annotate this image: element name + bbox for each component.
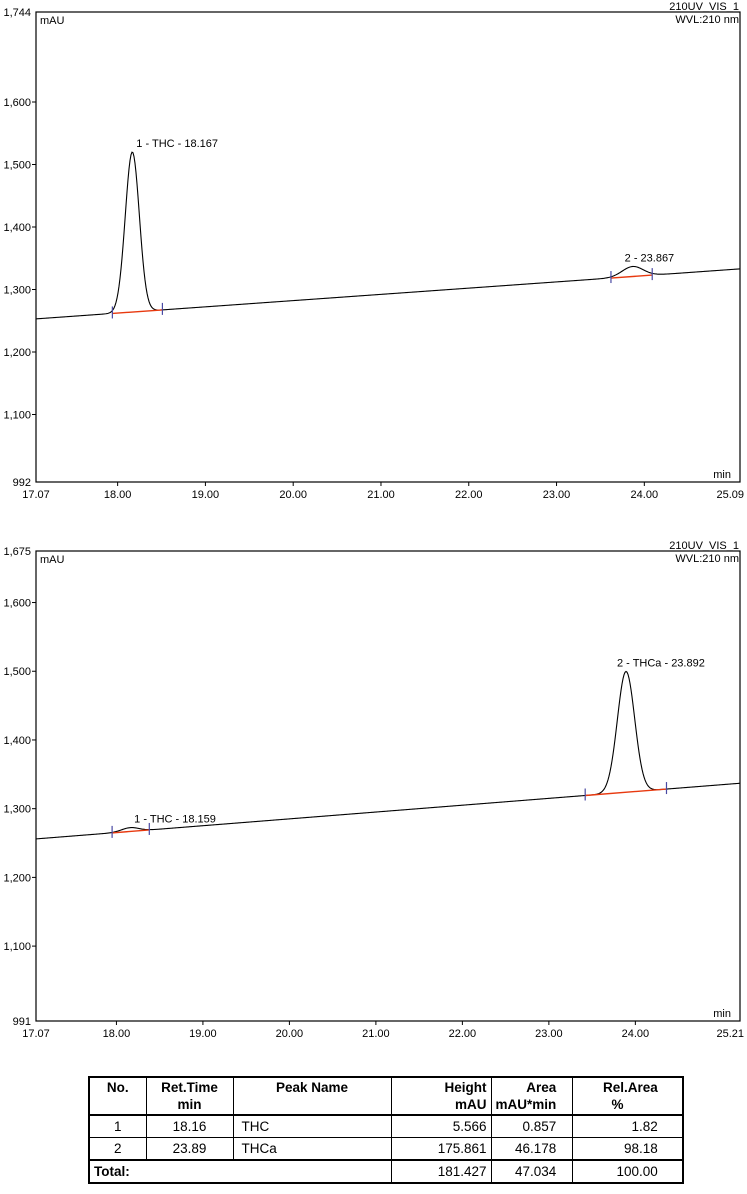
svg-text:1,744: 1,744: [3, 7, 31, 19]
column-header-relarea: Rel.Area: [572, 1077, 684, 1096]
svg-text:1,600: 1,600: [3, 97, 31, 109]
cell-no: 2: [88, 1137, 147, 1161]
cell-no: 1: [88, 1115, 147, 1138]
column-unit: mAU: [390, 1096, 492, 1116]
svg-text:1,300: 1,300: [3, 285, 31, 297]
column-unit: mAU*min: [490, 1096, 574, 1116]
svg-text:1,500: 1,500: [3, 666, 31, 678]
svg-text:23.00: 23.00: [535, 1028, 563, 1040]
peak-results-table: No. Ret.Time Peak Name Height Area Rel.A…: [88, 1076, 684, 1184]
cell-height: 5.566: [390, 1115, 492, 1138]
svg-text:1,400: 1,400: [3, 735, 31, 747]
column-header-no: No.: [88, 1077, 147, 1096]
cell-rettime: 18.16: [145, 1115, 234, 1138]
column-header-rettime: Ret.Time: [145, 1077, 234, 1096]
chromatogram-plot: 1,100 1,200 1,300 1,400 1,500 1,600 1,675 991 18…: [3, 546, 744, 1040]
svg-text:1,400: 1,400: [3, 222, 31, 234]
svg-text:24.00: 24.00: [631, 489, 659, 501]
column-unit: [88, 1096, 147, 1116]
table-row: 1 18.16 THC 5.566 0.857 1.82: [88, 1115, 684, 1138]
cell-peakname: THC: [232, 1115, 392, 1138]
svg-text:1,200: 1,200: [3, 347, 31, 359]
svg-text:992: 992: [13, 477, 31, 489]
total-label: Total:: [88, 1160, 392, 1183]
table-header-row: No. Ret.Time Peak Name Height Area Rel.A…: [88, 1077, 684, 1096]
svg-text:22.00: 22.00: [455, 489, 483, 501]
cell-relarea: 98.18: [572, 1137, 684, 1161]
chromatogram-bottom: 210UV_VIS_1 WVL:210 nm mAU min 1,100 1,20…: [0, 539, 747, 1051]
svg-text:22.00: 22.00: [449, 1028, 477, 1040]
svg-text:19.00: 19.00: [189, 1028, 217, 1040]
svg-text:1,500: 1,500: [3, 160, 31, 172]
total-relarea: 100.00: [572, 1160, 684, 1183]
svg-text:24.00: 24.00: [622, 1028, 650, 1040]
svg-text:18.00: 18.00: [103, 1028, 131, 1040]
x-axis-unit-label: min: [713, 1008, 731, 1020]
cell-peakname: THCa: [232, 1137, 392, 1161]
svg-text:1 - THC - 18.159: 1 - THC - 18.159: [134, 814, 216, 826]
svg-text:991: 991: [13, 1016, 31, 1028]
column-header-area: Area: [490, 1077, 574, 1096]
svg-text:1,600: 1,600: [3, 598, 31, 610]
svg-text:1,200: 1,200: [3, 872, 31, 884]
svg-text:21.00: 21.00: [367, 489, 395, 501]
total-area: 47.034: [490, 1160, 574, 1183]
column-unit: min: [145, 1096, 234, 1116]
svg-text:1,300: 1,300: [3, 804, 31, 816]
cell-area: 0.857: [490, 1115, 574, 1138]
x-axis-unit-label: min: [713, 469, 731, 481]
table-total-row: Total: 181.427 47.034 100.00: [88, 1160, 684, 1183]
svg-text:1,675: 1,675: [3, 546, 31, 558]
cell-height: 175.861: [390, 1137, 492, 1161]
chromatogram-top: 210UV_VIS_1 WVL:210 nm mAU min 1,100 1,20…: [0, 0, 747, 512]
svg-text:18.00: 18.00: [104, 489, 132, 501]
table-units-row: min mAU mAU*min %: [88, 1096, 684, 1116]
wavelength-label: WVL:210 nm: [675, 553, 739, 565]
svg-text:23.00: 23.00: [543, 489, 571, 501]
svg-text:25.21: 25.21: [716, 1028, 744, 1040]
cell-rettime: 23.89: [145, 1137, 234, 1161]
cell-relarea: 1.82: [572, 1115, 684, 1138]
svg-text:21.00: 21.00: [362, 1028, 390, 1040]
svg-text:1,100: 1,100: [3, 410, 31, 422]
channel-label: 210UV_VIS_1: [669, 540, 739, 552]
svg-text:20.00: 20.00: [276, 1028, 304, 1040]
svg-text:2 - 23.867: 2 - 23.867: [625, 252, 675, 264]
svg-text:17.07: 17.07: [22, 489, 50, 501]
chromatogram-plot: 1,100 1,200 1,300 1,400 1,500 1,600 1,744 992 18…: [3, 7, 744, 501]
svg-text:1,100: 1,100: [3, 941, 31, 953]
svg-text:1 - THC - 18.167: 1 - THC - 18.167: [136, 138, 218, 150]
wavelength-label: WVL:210 nm: [675, 14, 739, 26]
svg-text:20.00: 20.00: [279, 489, 307, 501]
column-header-height: Height: [390, 1077, 492, 1096]
column-unit: [232, 1096, 392, 1116]
y-axis-unit-label: mAU: [40, 15, 65, 27]
channel-label: 210UV_VIS_1: [669, 1, 739, 13]
svg-text:19.00: 19.00: [192, 489, 220, 501]
column-unit: %: [572, 1096, 684, 1116]
column-header-peakname: Peak Name: [232, 1077, 392, 1096]
svg-text:2 - THCa - 23.892: 2 - THCa - 23.892: [617, 657, 705, 669]
svg-text:17.07: 17.07: [22, 1028, 50, 1040]
cell-area: 46.178: [490, 1137, 574, 1161]
total-height: 181.427: [390, 1160, 492, 1183]
y-axis-unit-label: mAU: [40, 554, 65, 566]
table-row: 2 23.89 THCa 175.861 46.178 98.18: [88, 1137, 684, 1161]
svg-text:25.09: 25.09: [716, 489, 744, 501]
